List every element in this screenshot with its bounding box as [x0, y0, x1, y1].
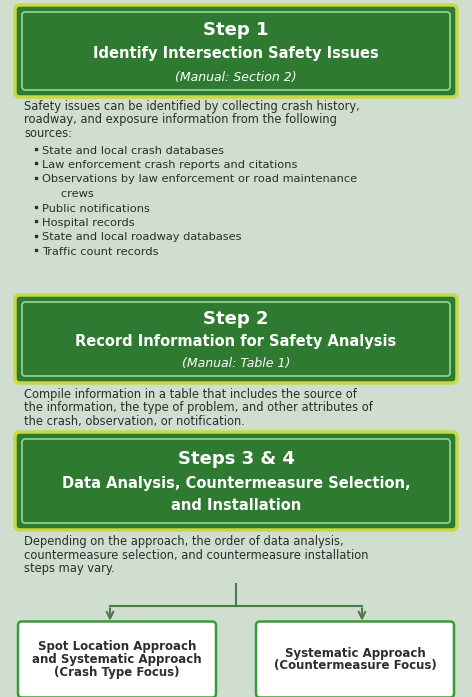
Text: Identify Intersection Safety Issues: Identify Intersection Safety Issues: [93, 46, 379, 61]
Text: Data Analysis, Countermeasure Selection,: Data Analysis, Countermeasure Selection,: [62, 476, 410, 491]
FancyBboxPatch shape: [15, 295, 457, 383]
FancyBboxPatch shape: [256, 622, 454, 697]
Text: steps may vary.: steps may vary.: [24, 562, 115, 575]
Text: (Manual: Table 1): (Manual: Table 1): [182, 358, 290, 371]
FancyBboxPatch shape: [15, 432, 457, 530]
Text: Observations by law enforcement or road maintenance: Observations by law enforcement or road …: [42, 174, 357, 185]
Text: Hospital records: Hospital records: [42, 218, 135, 228]
Text: Step 2: Step 2: [203, 309, 269, 328]
Text: Law enforcement crash reports and citations: Law enforcement crash reports and citati…: [42, 160, 297, 170]
Text: Depending on the approach, the order of data analysis,: Depending on the approach, the order of …: [24, 535, 344, 548]
Text: Public notifications: Public notifications: [42, 204, 150, 213]
Text: Safety issues can be identified by collecting crash history,: Safety issues can be identified by colle…: [24, 100, 360, 113]
FancyBboxPatch shape: [15, 5, 457, 97]
Text: Record Information for Safety Analysis: Record Information for Safety Analysis: [76, 334, 396, 348]
Text: sources:: sources:: [24, 127, 72, 140]
Text: State and local roadway databases: State and local roadway databases: [42, 233, 242, 243]
Text: Compile information in a table that includes the source of: Compile information in a table that incl…: [24, 388, 357, 401]
Text: (Countermeasure Focus): (Countermeasure Focus): [274, 659, 437, 673]
Text: (Crash Type Focus): (Crash Type Focus): [54, 666, 180, 679]
Text: State and local crash databases: State and local crash databases: [42, 146, 224, 155]
Text: countermeasure selection, and countermeasure installation: countermeasure selection, and countermea…: [24, 549, 369, 562]
Text: Systematic Approach: Systematic Approach: [285, 647, 425, 659]
Text: the crash, observation, or notification.: the crash, observation, or notification.: [24, 415, 245, 428]
Text: and Installation: and Installation: [171, 498, 301, 513]
FancyBboxPatch shape: [18, 622, 216, 697]
Text: Steps 3 & 4: Steps 3 & 4: [177, 450, 295, 468]
Text: Step 1: Step 1: [203, 21, 269, 38]
Text: crews: crews: [50, 189, 94, 199]
Text: roadway, and exposure information from the following: roadway, and exposure information from t…: [24, 114, 337, 126]
Text: Traffic count records: Traffic count records: [42, 247, 159, 257]
Text: Spot Location Approach: Spot Location Approach: [38, 640, 196, 653]
Text: and Systematic Approach: and Systematic Approach: [32, 653, 202, 666]
Text: (Manual: Section 2): (Manual: Section 2): [175, 70, 297, 84]
Text: the information, the type of problem, and other attributes of: the information, the type of problem, an…: [24, 401, 373, 415]
